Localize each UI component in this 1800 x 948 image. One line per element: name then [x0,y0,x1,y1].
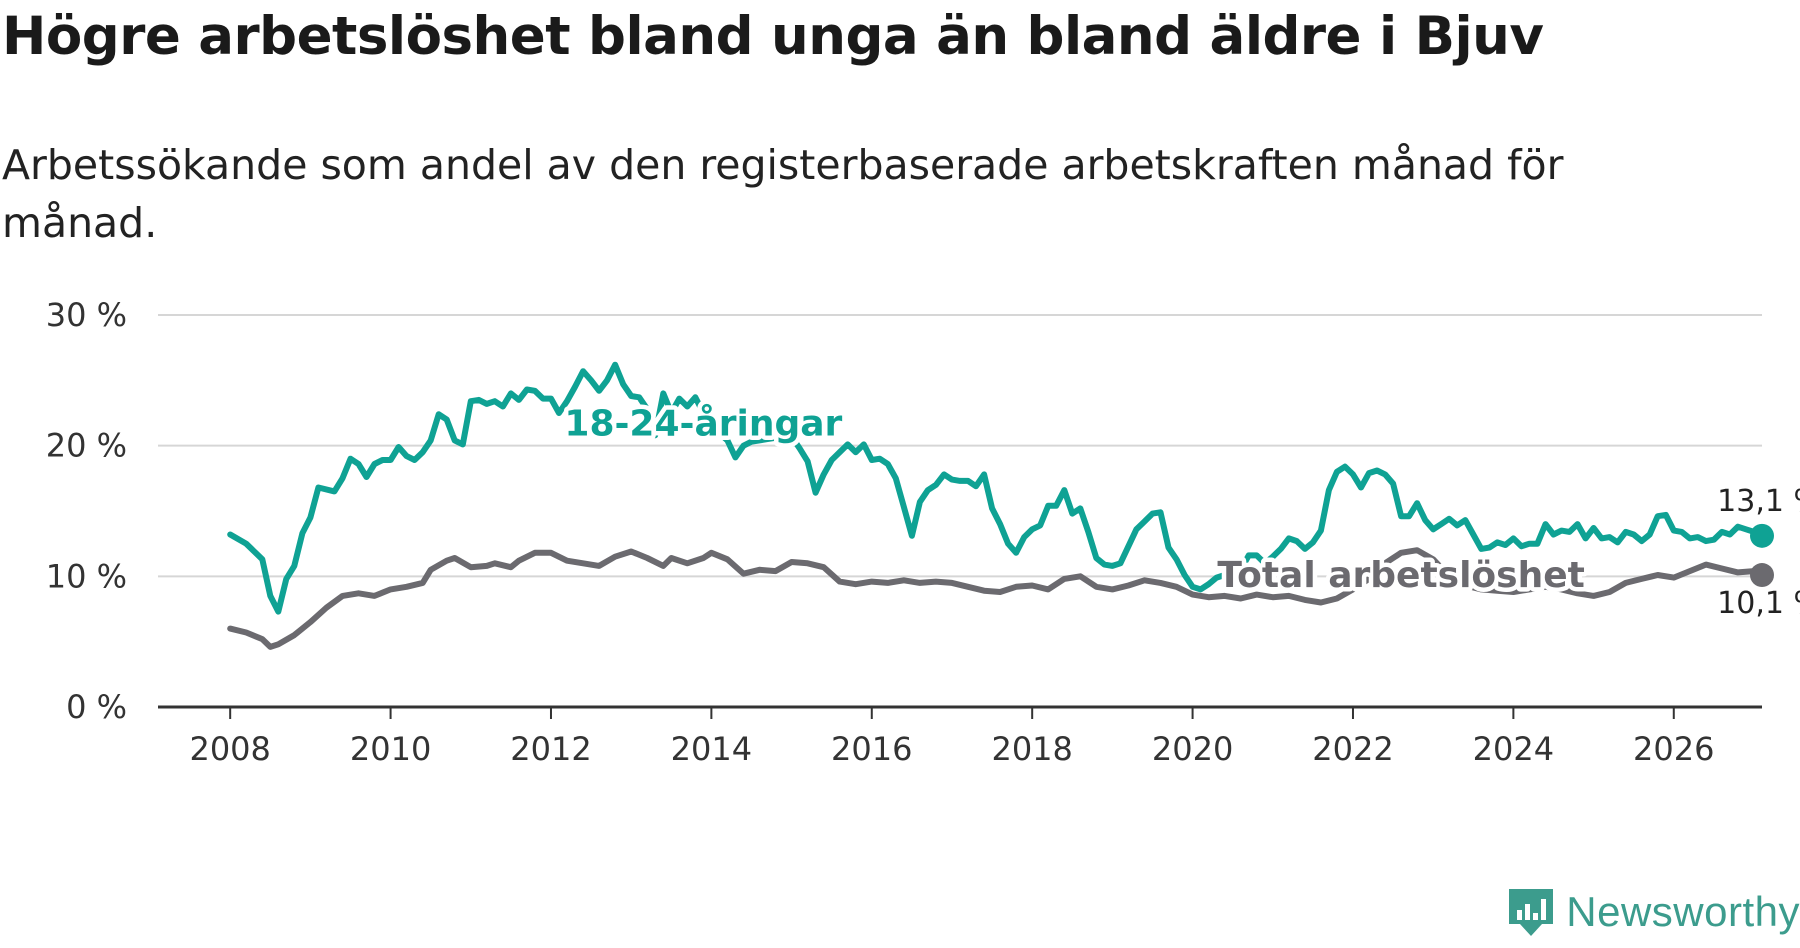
y-tick-label: 30 % [46,296,127,334]
x-tick-label: 2008 [189,730,270,768]
x-tick-label: 2014 [671,730,752,768]
x-tick-label: 2012 [510,730,591,768]
y-tick-label: 0 % [66,688,127,726]
x-tick-label: 2016 [831,730,912,768]
x-tick-label: 2018 [991,730,1072,768]
x-tick-label: 2020 [1152,730,1233,768]
brand-logo: Newsworthy [1506,886,1800,938]
chart-subtitle: Arbetssökande som andel av den registerb… [2,141,1564,247]
series-inline-label: Total arbetslöshet [1217,555,1585,596]
series-lines [227,361,1774,650]
series-end-label-18-24-åringar: 13,1 % [1717,484,1800,519]
gridlines: 0 % 10 % 20 % 30 % [46,296,1762,726]
x-tick-label: 2026 [1633,730,1714,768]
series-end-label-total-arbetslöshet: 10,1 % [1717,586,1800,621]
newsworthy-logo-icon [1509,889,1554,936]
x-axis: 2008 2010 2012 2014 2016 2018 2020 2022 2024 2026 [158,705,1762,768]
brand-name: Newsworthy [1566,888,1800,935]
series-labels: 13,1 % 10,1 % 18-24-åringar Total arbetslös… [560,399,1800,621]
x-tick-label: 2010 [350,730,431,768]
y-tick-label: 10 % [46,557,127,595]
y-tick-label: 20 % [46,427,127,465]
series-line-18-24-åringar [227,361,1765,615]
x-tick-label: 2022 [1312,730,1393,768]
series-inline-label: 18-24-åringar [564,403,842,444]
series-end-point-18-24-åringar [1750,523,1774,548]
series-end-point-total-arbetslöshet [1750,563,1774,588]
chart-title: Högre arbetslöshet bland unga än bland ä… [2,6,1544,67]
x-tick-label: 2024 [1473,730,1554,768]
series-line-total-arbetslöshet [227,547,1765,650]
